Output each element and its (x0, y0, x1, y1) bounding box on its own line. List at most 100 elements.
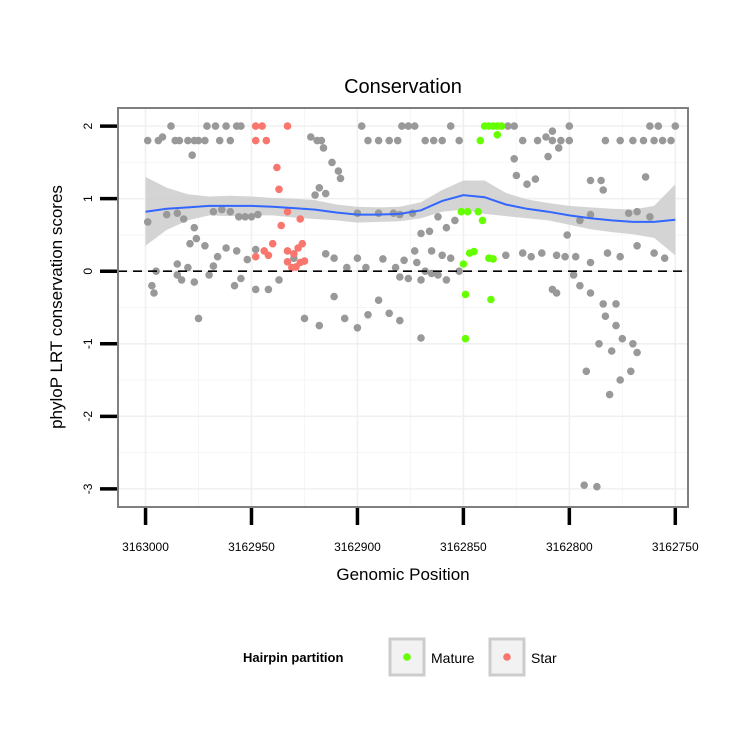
point-other (586, 289, 595, 297)
point-mature (463, 207, 472, 216)
point-other (533, 136, 542, 145)
point-other (417, 334, 425, 342)
point-other (597, 176, 605, 185)
point-other (616, 136, 624, 145)
point-other (343, 263, 351, 272)
point-other (353, 324, 362, 332)
point-other (410, 122, 419, 130)
point-other (627, 367, 635, 376)
point-other (434, 271, 442, 279)
point-other (379, 255, 387, 263)
point-other (374, 136, 383, 145)
point-other (455, 136, 464, 145)
y-tick-label: 1 (81, 195, 95, 202)
point-other (232, 247, 241, 255)
plot-border (117, 107, 689, 508)
point-star (268, 239, 277, 248)
point-other (510, 122, 518, 130)
point-other (510, 155, 518, 163)
point-other (143, 136, 152, 145)
x-tick-label: 3162950 (228, 540, 275, 554)
point-other (629, 136, 637, 145)
point-other (404, 122, 413, 130)
point-star (277, 221, 286, 230)
point-mature (457, 207, 466, 216)
point-other (209, 262, 218, 270)
point-other (504, 122, 512, 130)
point-other (544, 152, 552, 161)
point-other (612, 300, 620, 308)
point-other (364, 311, 372, 319)
point-other (548, 136, 557, 145)
point-other (222, 122, 230, 130)
point-other (362, 263, 370, 272)
point-other (186, 239, 194, 248)
point-other (319, 144, 328, 152)
point-other (364, 136, 372, 145)
point-other (586, 210, 595, 219)
point-other (275, 276, 283, 284)
point-other (173, 271, 182, 279)
point-other (330, 254, 338, 262)
point-other (226, 207, 235, 216)
point-other (552, 289, 561, 297)
point-other (646, 122, 654, 130)
point-other (190, 278, 199, 286)
point-other (565, 136, 574, 145)
point-other (218, 205, 226, 214)
point-star (283, 258, 292, 266)
point-other (143, 218, 152, 226)
point-other (523, 180, 531, 188)
point-other (396, 316, 404, 325)
point-other (667, 136, 675, 145)
point-other (374, 296, 383, 305)
point-other (404, 274, 413, 283)
point-other (321, 189, 330, 198)
point-mature (493, 131, 502, 139)
point-other (230, 281, 239, 290)
point-other (569, 271, 578, 279)
point-other (328, 158, 336, 167)
point-other (194, 314, 203, 323)
point-other (173, 260, 182, 268)
point-star (290, 250, 298, 258)
point-other (633, 242, 641, 250)
point-mature (497, 122, 506, 130)
point-star (262, 136, 271, 145)
point-other (580, 481, 588, 490)
point-other (417, 229, 425, 238)
point-other (601, 136, 610, 145)
point-other (175, 136, 184, 145)
x-tick-label: 3162800 (546, 540, 593, 554)
point-other (235, 213, 243, 221)
point-other (385, 136, 394, 145)
point-star (300, 257, 309, 265)
legend-entry-mature: Mature (388, 637, 475, 677)
point-other (502, 251, 510, 260)
point-other (393, 136, 402, 145)
point-other (315, 321, 324, 330)
point-other (554, 144, 563, 152)
point-other (607, 347, 616, 355)
point-other (251, 245, 260, 254)
point-other (438, 251, 447, 260)
point-other (605, 390, 614, 399)
point-other (442, 276, 451, 284)
point-other (582, 367, 591, 376)
smooth-line-layer (145, 194, 676, 223)
y-axis-title: phyloP LRT conservation scores (47, 185, 66, 429)
point-other (446, 254, 455, 262)
x-axis-title: Genomic Position (336, 565, 469, 584)
point-other (203, 122, 211, 130)
point-other (599, 186, 607, 194)
y-tick-label: 0 (81, 268, 95, 275)
point-other (177, 276, 186, 284)
point-star (273, 163, 281, 172)
point-mature (478, 216, 487, 225)
point-star (283, 247, 292, 255)
point-other (357, 122, 366, 130)
point-other (188, 151, 196, 159)
points-layer (143, 122, 680, 491)
point-other (158, 133, 167, 141)
x-tick-label: 3163000 (122, 540, 169, 554)
